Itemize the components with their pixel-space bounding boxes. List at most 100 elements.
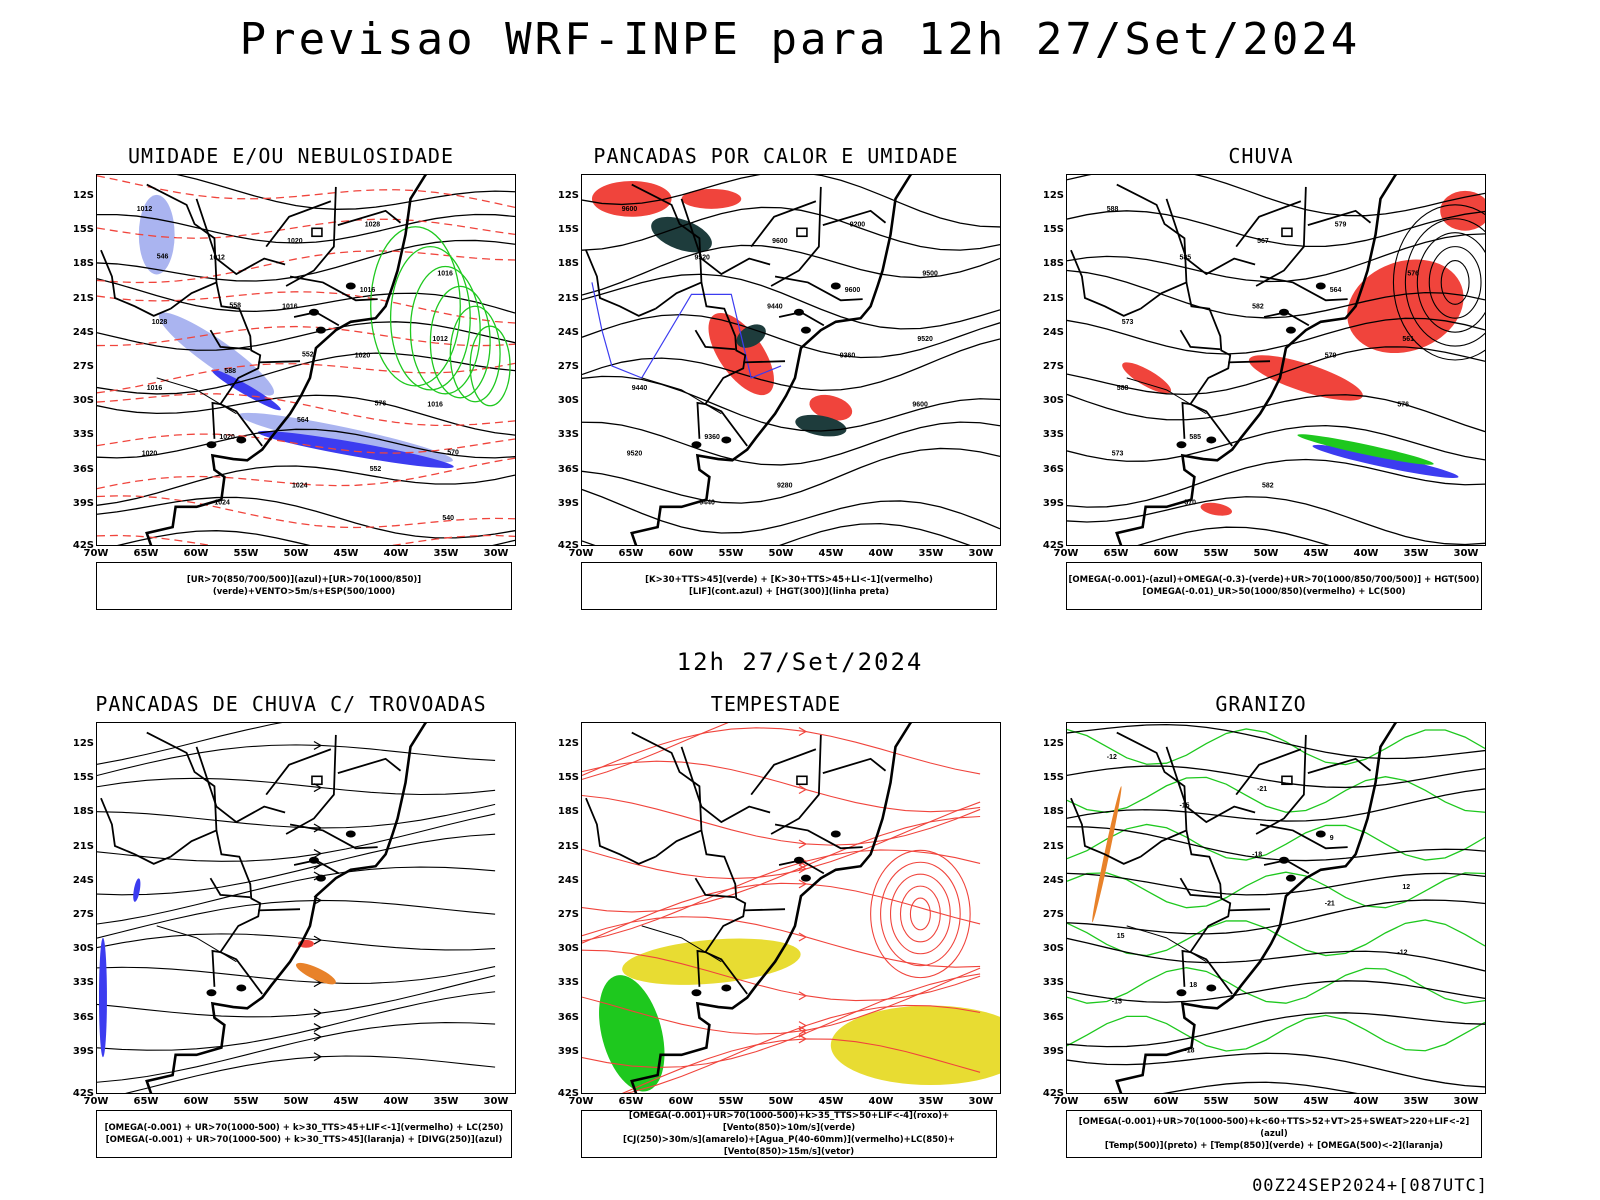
run-timestamp: 00Z24SEP2024+[087UTC] [1252, 1176, 1488, 1196]
lake-blob [1176, 989, 1187, 997]
country-border [696, 949, 706, 987]
rain-area-red [1200, 502, 1233, 516]
country-border [585, 797, 656, 865]
isoline [97, 321, 515, 351]
contour-label: 546 [157, 254, 169, 261]
lake-blob [1206, 436, 1217, 444]
isoline [1067, 899, 1485, 935]
isoline [1067, 346, 1485, 396]
isoline [1067, 496, 1485, 545]
overlay-layer [582, 723, 1000, 1093]
isoline [97, 218, 515, 239]
country-border [1307, 209, 1372, 226]
isoline [97, 534, 515, 545]
low-contour [909, 897, 931, 931]
lon-tick-label: 30W [968, 1096, 994, 1107]
lat-tick-label: 27S [72, 361, 94, 372]
height-contour [1392, 204, 1485, 361]
rain-area-red [1248, 355, 1363, 401]
lon-tick-label: 65W [618, 548, 644, 559]
streamline-arrow [313, 823, 323, 833]
country-border [209, 329, 251, 351]
lat-tick-label: 33S [1042, 429, 1064, 441]
lake-blob [345, 282, 356, 290]
map-svg [97, 723, 496, 1093]
country-border [1255, 186, 1307, 287]
contour-label: -15 [1112, 998, 1122, 1005]
streamline [97, 866, 496, 925]
panel-title: PANCADAS POR CALOR E UMIDADE [593, 144, 959, 168]
country-border [585, 249, 656, 317]
lifted-index-contour [591, 282, 782, 379]
lat-tick-label: 42S [1042, 1088, 1064, 1099]
lake-blob [345, 830, 356, 838]
lake-blob [315, 326, 326, 334]
lon-tick-label: 60W [183, 1096, 209, 1107]
streamline [582, 882, 981, 944]
lat-tick-label: 24S [557, 874, 579, 886]
contour-label: 1016 [360, 287, 376, 294]
lon-tick-label: 40W [868, 548, 894, 559]
humidity-contour [429, 285, 491, 399]
omega-area [1092, 786, 1122, 923]
streamline-arrow [798, 879, 808, 889]
country-border [1179, 877, 1221, 899]
temp850-contour [1067, 871, 1485, 909]
isoline [582, 206, 1000, 251]
country-border [285, 186, 337, 287]
lon-tick-label: 45W [333, 1096, 359, 1107]
thunderstorm-area [295, 962, 336, 985]
streamline [97, 723, 283, 765]
lat-tick-label: 30S [1042, 395, 1064, 407]
country-border [680, 198, 771, 276]
lat-tick-label: 33S [557, 977, 579, 989]
contour-label: 15 [1117, 933, 1125, 940]
humidity-contour [469, 325, 511, 407]
isoline [582, 175, 1000, 228]
contour-label: 9440 [767, 304, 783, 311]
page-title: Previsao WRF-INPE para 12h 27/Set/2024 [239, 14, 1361, 65]
lon-tick-label: 35W [918, 548, 944, 559]
streamline [582, 801, 981, 880]
lon-tick-label: 40W [383, 1096, 409, 1107]
isoline [97, 465, 515, 506]
lon-tick-label: 70W [1053, 1096, 1079, 1107]
lake-blob [1315, 830, 1326, 838]
lat-tick-label: 27S [72, 909, 94, 920]
legend-line: [OMEGA(-0.001)+UR>70(1000-500)+k<60+TTS>… [1078, 1117, 1470, 1139]
lat-tick-label: 42S [72, 1088, 94, 1099]
base-map [100, 175, 428, 545]
lat-tick-label: 24S [557, 326, 579, 338]
lon-tick-label: 30W [1453, 1096, 1479, 1107]
isoline [1067, 826, 1485, 862]
cloud-area-light [158, 312, 275, 396]
isoline [1067, 765, 1485, 789]
lon-tick-label: 50W [768, 1096, 794, 1107]
lat-tick-label: 30S [72, 943, 94, 955]
lake-blob [308, 308, 319, 316]
country-border [1165, 746, 1256, 824]
vortex [870, 849, 971, 979]
lat-tick-label: 42S [557, 540, 579, 551]
isoline [582, 522, 971, 545]
streamline [582, 949, 981, 1002]
lat-tick-label: 18S [1042, 258, 1064, 270]
lon-tick-label: 45W [333, 548, 359, 559]
federal-district [1281, 227, 1293, 238]
country-border [289, 275, 378, 302]
country-border [1307, 757, 1372, 774]
isoline [97, 250, 515, 284]
lon-tick-label: 50W [1253, 1096, 1279, 1107]
contour-label: 9600 [845, 287, 861, 294]
cloud-area-light [138, 194, 175, 275]
country-border [694, 329, 736, 351]
contour-label: 1016 [437, 270, 453, 277]
contour-label: 9360 [704, 434, 720, 441]
isoline [97, 175, 515, 209]
lon-tick-label: 50W [1253, 548, 1279, 559]
isoline [1067, 233, 1485, 283]
isoline [97, 291, 515, 324]
lat-tick-label: 36S [557, 463, 579, 475]
atlantic-coastline [145, 723, 428, 1093]
lon-tick-label: 65W [618, 1096, 644, 1107]
